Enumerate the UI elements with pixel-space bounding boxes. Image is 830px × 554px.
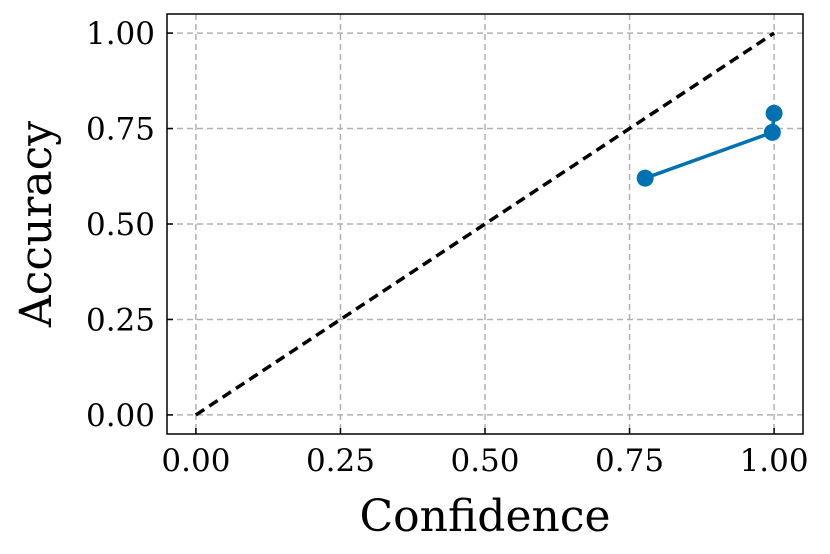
- x-tick-label: 0.00: [161, 443, 230, 479]
- x-axis-title: Confidence: [359, 491, 610, 542]
- x-tick-label: 0.25: [306, 443, 375, 479]
- ticks: 0.00 0.25 0.50 0.75 1.00 0.00 0.25 0.50 0.75 1.00: [86, 16, 809, 479]
- x-tick-label: 0.75: [595, 443, 664, 479]
- series: [636, 104, 783, 187]
- y-tick-label: 0.25: [86, 302, 155, 338]
- y-tick-label: 0.50: [86, 207, 155, 243]
- reference-diagonal-line: [194, 31, 776, 417]
- grid: [167, 14, 803, 434]
- x-tick-label: 1.00: [740, 443, 809, 479]
- y-tick-label: 0.75: [86, 112, 155, 148]
- series-line: [644, 113, 776, 180]
- reference-diagonal: [194, 31, 776, 417]
- x-tick-label: 0.50: [450, 443, 519, 479]
- data-point: [636, 169, 654, 187]
- data-point: [763, 123, 781, 141]
- y-tick-label: 1.00: [86, 16, 155, 52]
- data-point: [765, 104, 783, 122]
- y-axis-title: Accuracy: [11, 121, 62, 328]
- y-tick-label: 0.00: [86, 398, 155, 434]
